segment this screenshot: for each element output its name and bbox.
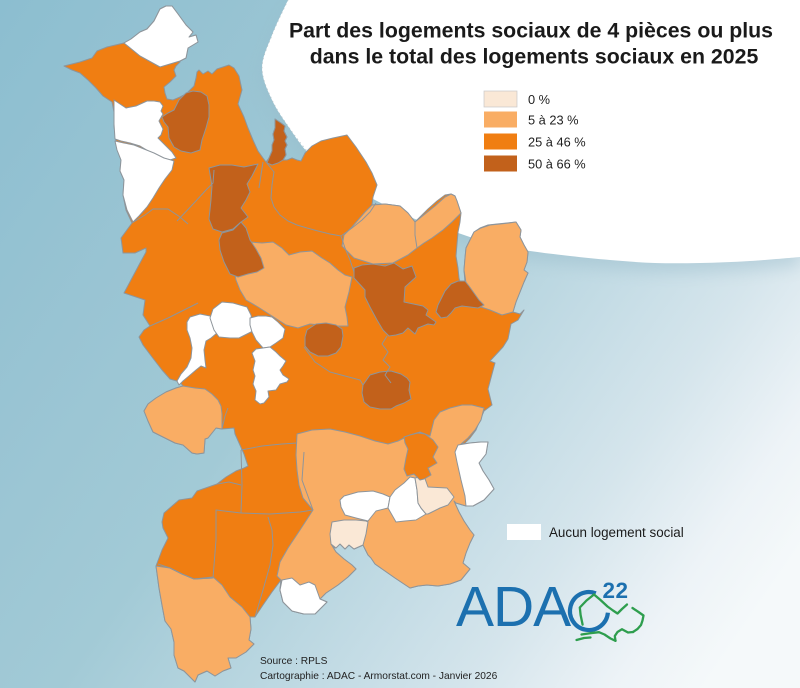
svg-text:50 à 66 %: 50 à 66 % [528, 157, 586, 172]
svg-text:Source : RPLS: Source : RPLS [260, 656, 328, 667]
svg-text:5 à 23 %: 5 à 23 % [528, 113, 579, 128]
svg-text:ADA: ADA [456, 575, 571, 639]
svg-text:Aucun logement social: Aucun logement social [549, 525, 684, 540]
svg-text:22: 22 [603, 578, 629, 603]
svg-text:0 %: 0 % [528, 92, 550, 107]
svg-text:25 à 46 %: 25 à 46 % [528, 135, 586, 150]
svg-text:Cartographie : ADAC - Armorsta: Cartographie : ADAC - Armorstat.com - Ja… [260, 671, 498, 682]
svg-text:Part des logements sociaux de: Part des logements sociaux de 4 pièces o… [289, 19, 773, 43]
svg-text:dans le total des logements so: dans le total des logements sociaux en 2… [310, 45, 759, 69]
